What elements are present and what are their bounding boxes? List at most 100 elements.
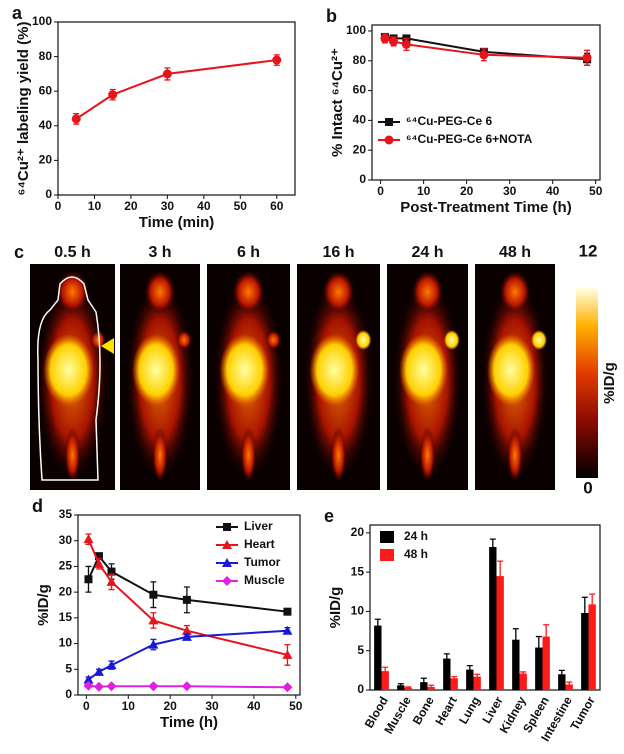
marker	[148, 639, 159, 649]
error-bar	[589, 593, 596, 616]
marker	[83, 534, 94, 544]
liver	[487, 334, 535, 406]
marker	[384, 135, 394, 145]
marker	[106, 681, 117, 692]
marker	[148, 615, 159, 625]
x-tick-label: 10	[88, 199, 102, 213]
y-tick-label: 0	[45, 187, 52, 201]
legend-label: Liver	[244, 519, 273, 533]
bar	[381, 671, 389, 690]
error-bar	[428, 684, 435, 690]
head-glow	[321, 270, 356, 314]
bar	[512, 639, 520, 690]
marker	[162, 69, 172, 79]
marker	[282, 682, 293, 693]
panel-label: b	[326, 6, 337, 26]
tail	[240, 427, 257, 483]
chart: a 0 20 40 60 80 100 0 10 20 30 40 50 60 Time (min) ⁶⁴Cu…	[12, 3, 296, 231]
bar	[450, 678, 458, 690]
y-tick-label: 15	[59, 610, 73, 624]
time-label: 6 h	[237, 244, 260, 261]
marker	[107, 567, 116, 576]
liver	[399, 334, 448, 406]
error-bar	[497, 560, 504, 592]
y-tick-label: 20	[59, 584, 73, 598]
y-tick-label: 100	[346, 23, 366, 37]
tumor	[90, 330, 106, 350]
marker	[479, 50, 489, 60]
panel-label: a	[12, 3, 23, 23]
y-tick-label: 20	[353, 142, 367, 156]
liver	[219, 334, 270, 406]
tumor	[355, 330, 372, 350]
head-glow	[411, 270, 444, 314]
marker	[83, 674, 94, 684]
marker	[222, 576, 232, 586]
y-tick-label: 60	[353, 83, 367, 97]
error-bar	[566, 681, 573, 688]
tumor	[443, 330, 460, 350]
tail	[64, 427, 81, 483]
x-axis-title: Time (min)	[139, 214, 215, 231]
error-bar	[420, 677, 427, 687]
error-bar	[489, 538, 496, 556]
tumor	[531, 330, 547, 350]
x-tick-label: 30	[503, 184, 517, 198]
tail	[330, 427, 347, 483]
legend-label: ⁶⁴Cu-PEG-Ce 6	[406, 114, 492, 128]
error-bar	[512, 628, 519, 652]
y-tick-label: 80	[353, 53, 367, 67]
time-label: 16 h	[322, 244, 354, 261]
x-tick-label: 50	[589, 184, 603, 198]
chart: b 0 20 40 60 80 100 0 10 20 30 40 50 Post-Treatment T…	[326, 6, 603, 216]
marker	[401, 39, 411, 49]
error-bar	[405, 686, 412, 690]
x-tick-label: 0	[377, 184, 384, 198]
marker	[181, 631, 192, 641]
y-tick-label: 10	[59, 636, 73, 650]
marker	[282, 649, 293, 659]
bar	[535, 647, 543, 690]
marker	[94, 552, 103, 561]
x-tick-label: 20	[124, 199, 138, 213]
time-label: 24 h	[411, 244, 443, 261]
x-tick-label: 20	[163, 699, 177, 713]
chart: d 0 5 10 15 20 25 30 35 0 10 20 30 40 50 Time (h) %ID/g L…	[32, 496, 303, 731]
error-bar	[466, 664, 473, 675]
time-label: 3 h	[148, 244, 171, 261]
bar	[473, 676, 481, 690]
x-tick-label: 50	[234, 199, 248, 213]
head-glow	[144, 270, 176, 314]
y-tick-label: 20	[39, 153, 53, 167]
legend-label: 48 h	[404, 547, 428, 561]
marker	[93, 666, 104, 676]
y-axis-title: %ID/g	[35, 584, 52, 626]
x-tick-label: 0	[83, 699, 90, 713]
legend-swatch	[380, 549, 394, 561]
y-tick-label: 40	[39, 118, 53, 132]
error-bar	[382, 666, 389, 676]
panel-label: c	[14, 242, 24, 262]
marker	[222, 540, 232, 549]
marker	[106, 576, 117, 586]
y-tick-label: 30	[59, 533, 73, 547]
bar	[588, 604, 596, 690]
y-tick-label: 40	[353, 113, 367, 127]
legend-label: 24 h	[404, 529, 428, 543]
marker	[385, 118, 393, 126]
y-axis-title: ⁶⁴Cu²⁺ labeling yield (%)	[15, 22, 32, 196]
legend-label: Tumor	[244, 555, 281, 569]
colorbar-label: %ID/g	[601, 362, 618, 404]
x-tick-label: Lung	[456, 694, 483, 726]
x-tick-label: 0	[55, 199, 62, 213]
y-tick-label: 80	[39, 49, 53, 63]
marker	[93, 681, 104, 692]
x-tick-label: 20	[460, 184, 474, 198]
x-tick-label: 40	[197, 199, 211, 213]
y-tick-label: 0	[359, 172, 366, 186]
chart: e05101520%ID/gBloodMuscleBoneHeartLungLi…	[324, 506, 601, 744]
y-axis-title: % Intact ⁶⁴Cu²⁺	[329, 48, 346, 157]
x-tick-label: Heart	[432, 694, 459, 728]
tail	[507, 427, 523, 483]
x-tick-label: 40	[546, 184, 560, 198]
